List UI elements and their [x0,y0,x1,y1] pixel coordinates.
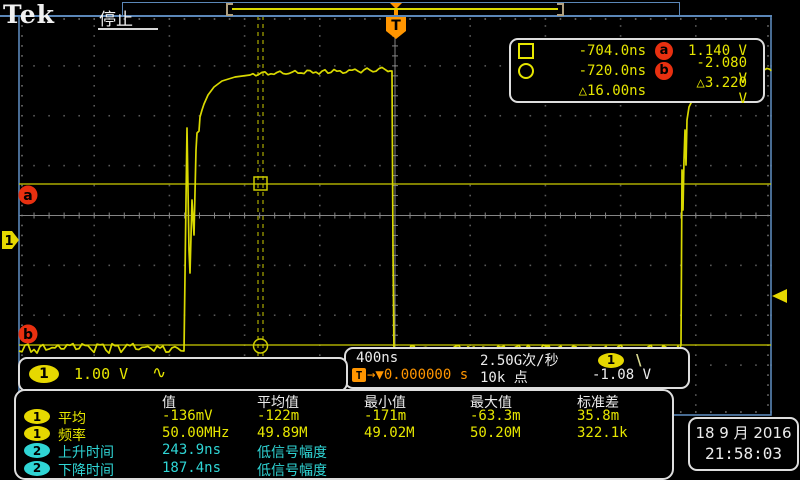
circle-cursor-icon [518,62,534,79]
cursor-delta-time: △16.00ns [578,82,646,99]
cursor-row-b: -720.0ns b -2.080 V [511,55,763,87]
horizontal-position-value: 0.000000 s [383,367,469,383]
measurement-value: 50.00MHz [162,425,230,442]
measurement-name: 频率 [58,428,86,445]
measurement-row: 1 频率 50.00MHz 49.89M 49.02M 50.20M 322.1k [16,425,672,445]
cursor-a-voltage: 1.140 V [687,42,747,59]
channel-badge: 1 [24,426,50,442]
svg-text:b: b [23,327,33,343]
topbar-separator [0,15,772,17]
cursor-a-marker-icon [18,185,38,205]
measurement-value: 低信号幅度 [257,462,327,479]
measurement-name: 下降时间 [58,462,114,479]
table-header: 标准差 [577,395,619,411]
cursors [19,16,771,415]
trigger-level-arrow-icon [772,289,787,303]
trigger-arrow-icon: →▼ [367,367,384,383]
channel-1-status-box: 1 1.00 V ∿ [18,357,348,392]
tek-logo: Tek [3,0,55,29]
measurement-value: 243.9ns [162,442,222,459]
record-length-readout: 10k 点 [480,370,528,386]
measurement-value: -171m [364,408,407,424]
cursor-b-voltage: -2.080 V [696,54,747,87]
measurement-value: -63.3m [470,408,521,424]
record-window-indicator [232,8,558,10]
channel-1-reference-icon [2,231,19,249]
measurement-value: -136mV [162,408,213,424]
svg-text:1: 1 [4,234,13,249]
window-bracket-left-icon [226,3,233,16]
trigger-source: 1 \ [598,351,641,369]
cursor-row-a: -704.0ns a 1.140 V [511,41,763,60]
channel-1-scale: 1.00 V [74,365,129,383]
channel-badge: 1 [24,409,50,424]
table-header: 平均值 [257,395,299,411]
acquisition-status: 停止 [99,10,133,30]
datetime-box: 18 9 月 2016 21:58:03 [688,417,799,471]
square-cursor-icon [518,42,534,59]
table-header: 最小值 [364,395,406,411]
sample-rate-readout: 2.50G次/秒 [480,353,559,369]
trigger-channel-badge: 1 [598,352,624,368]
center-axes [18,15,772,415]
measurement-row: 2 下降时间 187.4ns 低信号幅度 [16,459,672,479]
window-bracket-right-icon [557,3,564,16]
trigger-level-readout: -1.08 V [592,367,652,383]
channel-badge: 2 [24,460,50,476]
record-trigger-marker-icon [390,3,402,9]
cursor-readout-box: -704.0ns a 1.140 V -720.0ns b -2.080 V △… [509,38,765,107]
trigger-position-flag-icon [386,17,406,39]
measurement-value: 低信号幅度 [257,445,327,462]
date-readout: 18 9 月 2016 [695,424,792,442]
horizontal-position-readout: T →▼ 0.000000 s [352,367,468,383]
measurement-value: 322.1k [577,425,628,442]
timebase-readout: 400ns [356,350,399,366]
cursor-b-marker-icon [18,324,38,344]
svg-text:a: a [23,188,32,204]
channel-badge: 2 [24,443,50,459]
cursor-a-badge: a [655,41,673,60]
measurement-name: 平均 [58,411,86,427]
table-header: 最大值 [470,395,512,411]
trigger-t-icon: T [352,368,366,382]
cursor-a-time: -704.0ns [578,42,646,59]
time-readout: 21:58:03 [704,444,783,463]
status-underline [98,28,158,30]
measurement-table: 值 平均值 最小值 最大值 标准差 1 平均 -136mV -122m -171m -63.3m 35… [14,389,674,480]
measurement-value: 49.02M [364,425,415,442]
svg-text:T: T [391,18,401,34]
cursor-b-badge: b [655,61,673,80]
channel-1-badge: 1 [29,365,59,383]
measurement-row: 1 平均 -136mV -122m -171m -63.3m 35.8m [16,408,672,427]
measurement-value: 50.20M [470,425,521,442]
cursor-delta-voltage: △3.220 V [696,74,747,107]
measurement-value: 35.8m [577,408,620,424]
horizontal-status-box: 400ns T →▼ 0.000000 s 2.50G次/秒 10k 点 1 \ -… [344,347,690,389]
cursor-delta-row: △16.00ns △3.220 V [511,75,763,107]
measurement-value: 187.4ns [162,459,222,476]
table-header: 值 [162,395,176,411]
ac-coupling-icon: ∿ [152,363,167,383]
trigger-slope-icon: \ [636,351,642,369]
cursor-b-time: -720.0ns [578,62,646,79]
measurement-row: 2 上升时间 243.9ns 低信号幅度 [16,442,672,462]
measurement-value: 49.89M [257,425,308,442]
measurement-name: 上升时间 [58,445,114,462]
measurement-value: -122m [257,408,300,424]
